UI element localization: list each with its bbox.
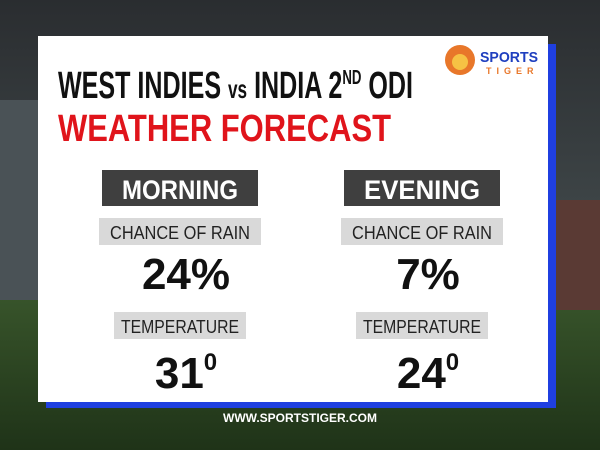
label-box <box>99 218 261 245</box>
stand-left <box>0 100 40 300</box>
label-box <box>341 218 503 245</box>
temp-label: TEMPERATURE <box>121 317 239 337</box>
title-part: 2 <box>328 65 342 107</box>
heading: EVENING <box>364 175 480 205</box>
logo-icon-inner <box>452 54 468 70</box>
heading-box <box>102 170 258 206</box>
subtitle: WEATHER FORECAST <box>58 108 391 150</box>
rain-value: 24% <box>142 250 230 299</box>
temp-unit: 0 <box>446 349 459 376</box>
title-part: INDIA <box>254 65 322 107</box>
logo-subtext: TIGER <box>486 66 539 76</box>
title: WEST INDIES vs INDIA 2ND ODI <box>58 51 413 107</box>
temp-value: 240 <box>397 349 459 398</box>
stand-right <box>552 200 600 310</box>
temp-number: 31 <box>155 349 204 398</box>
title-part: ODI <box>368 65 413 107</box>
temp-label: TEMPERATURE <box>363 317 481 337</box>
temp-number: 24 <box>397 349 446 398</box>
heading-box <box>344 170 500 206</box>
title-part: WEST INDIES <box>58 65 221 107</box>
temp-unit: 0 <box>204 349 217 376</box>
label-box <box>114 312 246 339</box>
rain-label: CHANCE OF RAIN <box>110 223 250 243</box>
title-part: ND <box>342 67 361 89</box>
logo-text: SPORTS <box>480 49 538 66</box>
rain-value: 7% <box>396 250 460 299</box>
label-box <box>356 312 488 339</box>
logo: SPORTS TIGER <box>445 45 539 76</box>
title-part: vs <box>228 74 247 104</box>
temp-value: 310 <box>155 349 217 398</box>
heading: MORNING <box>122 175 238 205</box>
footer-url: WWW.SPORTSTIGER.COM <box>223 411 377 425</box>
rain-label: CHANCE OF RAIN <box>352 223 492 243</box>
